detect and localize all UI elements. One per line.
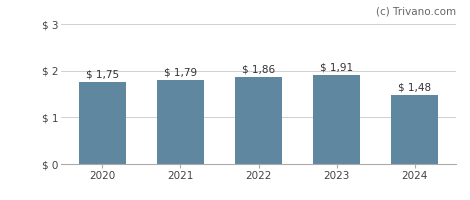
Bar (79, 82, 126, 164)
Text: $ 1,91: $ 1,91 (320, 62, 353, 72)
Bar (157, 80, 204, 164)
Text: $ 1,48: $ 1,48 (398, 82, 431, 92)
Text: $ 1,79: $ 1,79 (164, 68, 197, 78)
Bar (391, 95, 438, 164)
Bar (313, 75, 360, 164)
Text: $ 1,75: $ 1,75 (86, 70, 119, 80)
Bar (235, 77, 282, 164)
Text: (c) Trivano.com: (c) Trivano.com (376, 7, 456, 17)
Text: $ 1,86: $ 1,86 (242, 64, 275, 74)
